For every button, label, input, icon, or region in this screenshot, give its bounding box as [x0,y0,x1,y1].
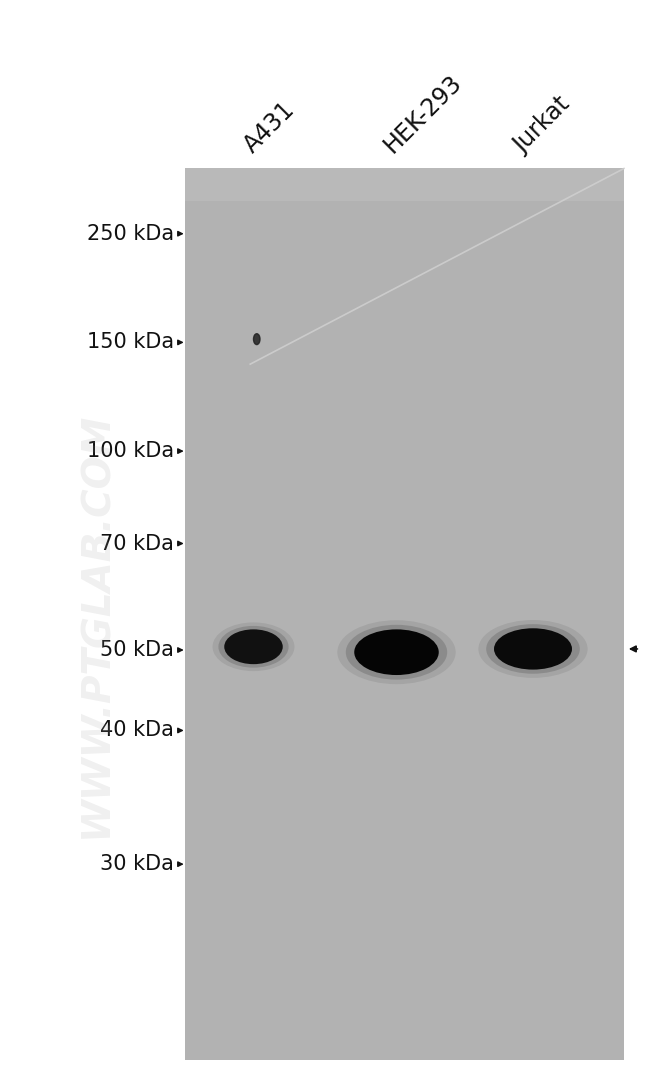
Text: WWW.PTGLAB.COM: WWW.PTGLAB.COM [77,412,115,838]
Ellipse shape [218,626,289,667]
Text: Jurkat: Jurkat [510,92,575,158]
Text: 70 kDa: 70 kDa [100,534,174,553]
Ellipse shape [224,629,283,664]
Ellipse shape [337,621,456,684]
Ellipse shape [486,624,580,674]
Text: A431: A431 [240,98,300,158]
Ellipse shape [494,628,572,670]
Ellipse shape [346,625,447,679]
Text: 150 kDa: 150 kDa [87,333,174,352]
Ellipse shape [478,620,588,678]
Text: HEK-293: HEK-293 [380,71,467,158]
Text: 250 kDa: 250 kDa [87,224,174,243]
Bar [185,168,624,1060]
Text: 100 kDa: 100 kDa [87,441,174,461]
Ellipse shape [213,623,294,671]
Circle shape [254,334,260,345]
Ellipse shape [354,629,439,675]
Text: 40 kDa: 40 kDa [100,721,174,740]
Bar [185,168,624,201]
Text: 50 kDa: 50 kDa [100,640,174,660]
Text: 30 kDa: 30 kDa [100,854,174,874]
